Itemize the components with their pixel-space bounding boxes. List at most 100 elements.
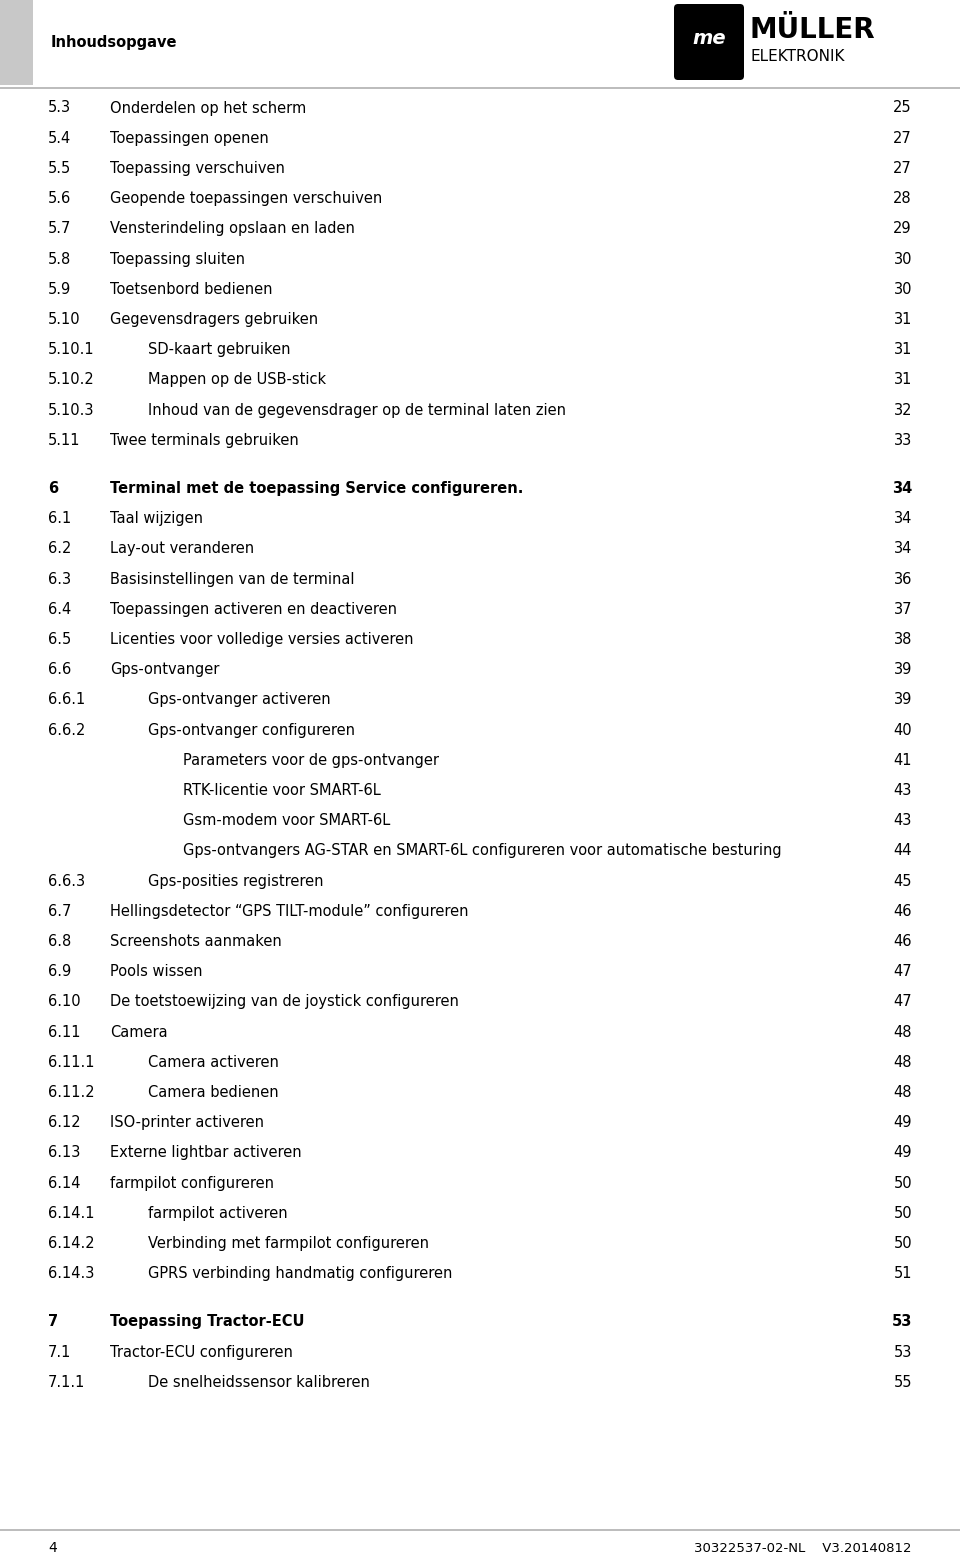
Text: Screenshots aanmaken: Screenshots aanmaken [110,933,281,949]
Text: 48: 48 [894,1085,912,1099]
Text: 6.6.3: 6.6.3 [48,874,85,888]
Text: RTK-licentie voor SMART-6L: RTK-licentie voor SMART-6L [183,783,381,799]
Text: 5.7: 5.7 [48,221,71,236]
Text: 5.8: 5.8 [48,252,71,266]
Text: Gps-ontvanger activeren: Gps-ontvanger activeren [148,692,330,708]
Text: Tractor-ECU configureren: Tractor-ECU configureren [110,1345,293,1359]
Text: 49: 49 [894,1115,912,1131]
Text: 41: 41 [894,753,912,767]
Text: 38: 38 [894,633,912,647]
Text: 40: 40 [894,722,912,738]
Text: GPRS verbinding handmatig configureren: GPRS verbinding handmatig configureren [148,1265,452,1281]
Text: 29: 29 [894,221,912,236]
Text: 50: 50 [894,1206,912,1221]
Text: 6: 6 [48,481,59,496]
Text: 27: 27 [893,130,912,146]
Text: Inhoudsopgave: Inhoudsopgave [51,34,178,50]
Text: MÜLLER: MÜLLER [750,16,876,44]
Text: 46: 46 [894,904,912,919]
Text: Toepassingen openen: Toepassingen openen [110,130,269,146]
Text: 4: 4 [48,1541,57,1555]
Text: Twee terminals gebruiken: Twee terminals gebruiken [110,432,299,448]
Text: Verbinding met farmpilot configureren: Verbinding met farmpilot configureren [148,1236,429,1251]
Text: 6.14.3: 6.14.3 [48,1265,94,1281]
Text: Toepassingen activeren en deactiveren: Toepassingen activeren en deactiveren [110,601,397,617]
Text: Camera bedienen: Camera bedienen [148,1085,278,1099]
Text: 39: 39 [894,692,912,708]
Text: farmpilot configureren: farmpilot configureren [110,1176,274,1190]
Text: Gps-posities registreren: Gps-posities registreren [148,874,324,888]
Text: 6.7: 6.7 [48,904,71,919]
Text: 6.3: 6.3 [48,572,71,587]
Text: Externe lightbar activeren: Externe lightbar activeren [110,1145,301,1160]
Text: 6.11: 6.11 [48,1024,81,1040]
Text: 5.4: 5.4 [48,130,71,146]
Text: 6.14.1: 6.14.1 [48,1206,94,1221]
Text: Gps-ontvangers AG-STAR en SMART-6L configureren voor automatische besturing: Gps-ontvangers AG-STAR en SMART-6L confi… [183,844,781,858]
Text: Parameters voor de gps-ontvanger: Parameters voor de gps-ontvanger [183,753,439,767]
Text: 53: 53 [894,1345,912,1359]
Text: 5.10.3: 5.10.3 [48,402,94,418]
Text: 5.9: 5.9 [48,282,71,296]
Bar [0,0,33,85]
Text: 47: 47 [894,994,912,1010]
Text: 5.3: 5.3 [48,100,71,116]
Text: 30: 30 [894,252,912,266]
Text: De snelheidssensor kalibreren: De snelheidssensor kalibreren [148,1375,370,1389]
Text: 50: 50 [894,1176,912,1190]
Text: 47: 47 [894,965,912,979]
Text: 6.6: 6.6 [48,662,71,677]
Text: De toetstoewijzing van de joystick configureren: De toetstoewijzing van de joystick confi… [110,994,459,1010]
Text: 28: 28 [894,191,912,207]
Text: 37: 37 [894,601,912,617]
Text: 43: 43 [894,813,912,828]
Text: Mappen op de USB-stick: Mappen op de USB-stick [148,373,326,387]
Text: Toepassing sluiten: Toepassing sluiten [110,252,245,266]
Text: Toetsenbord bedienen: Toetsenbord bedienen [110,282,273,296]
Text: 46: 46 [894,933,912,949]
Text: 6.14.2: 6.14.2 [48,1236,95,1251]
Text: 43: 43 [894,783,912,799]
Text: 53: 53 [892,1314,912,1330]
Text: 36: 36 [894,572,912,587]
Text: 51: 51 [894,1265,912,1281]
Text: 31: 31 [894,341,912,357]
Text: Toepassing Tractor-ECU: Toepassing Tractor-ECU [110,1314,304,1330]
Text: 5.5: 5.5 [48,161,71,175]
Text: Terminal met de toepassing Service configureren.: Terminal met de toepassing Service confi… [110,481,523,496]
Text: Pools wissen: Pools wissen [110,965,203,979]
Text: 34: 34 [892,481,912,496]
Text: 6.1: 6.1 [48,511,71,526]
Text: SD-kaart gebruiken: SD-kaart gebruiken [148,341,291,357]
Text: 33: 33 [894,432,912,448]
Text: 32: 32 [894,402,912,418]
Text: Toepassing verschuiven: Toepassing verschuiven [110,161,285,175]
Text: 6.4: 6.4 [48,601,71,617]
Text: 49: 49 [894,1145,912,1160]
Text: 48: 48 [894,1024,912,1040]
Text: Onderdelen op het scherm: Onderdelen op het scherm [110,100,306,116]
Text: 6.2: 6.2 [48,542,71,556]
Text: Gegevensdragers gebruiken: Gegevensdragers gebruiken [110,312,318,327]
Text: me: me [692,30,726,49]
Text: 6.13: 6.13 [48,1145,81,1160]
Text: Licenties voor volledige versies activeren: Licenties voor volledige versies activer… [110,633,414,647]
Text: Taal wijzigen: Taal wijzigen [110,511,203,526]
Text: Inhoud van de gegevensdrager op de terminal laten zien: Inhoud van de gegevensdrager op de termi… [148,402,566,418]
Text: 34: 34 [894,511,912,526]
Text: 31: 31 [894,312,912,327]
Text: Camera: Camera [110,1024,168,1040]
Text: Camera activeren: Camera activeren [148,1054,278,1070]
Text: 7: 7 [48,1314,59,1330]
Text: Vensterindeling opslaan en laden: Vensterindeling opslaan en laden [110,221,355,236]
Text: 6.6.1: 6.6.1 [48,692,85,708]
Text: Gps-ontvanger configureren: Gps-ontvanger configureren [148,722,355,738]
Text: Basisinstellingen van de terminal: Basisinstellingen van de terminal [110,572,354,587]
Text: 34: 34 [894,542,912,556]
FancyBboxPatch shape [674,5,744,80]
Text: 27: 27 [893,161,912,175]
Text: 6.11.1: 6.11.1 [48,1054,94,1070]
Text: 5.10.2: 5.10.2 [48,373,95,387]
Text: 5.10.1: 5.10.1 [48,341,95,357]
Text: 55: 55 [894,1375,912,1389]
